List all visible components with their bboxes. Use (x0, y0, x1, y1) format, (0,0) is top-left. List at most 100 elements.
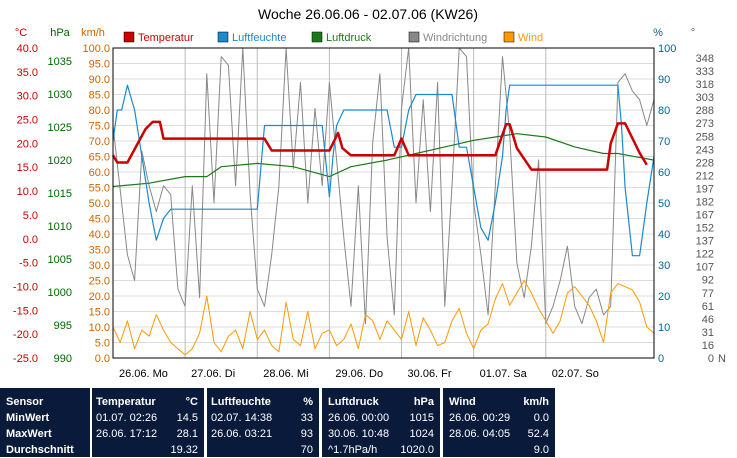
stats-hum-header: Luftfeuchte (211, 396, 271, 408)
legend-label: Windrichtung (423, 32, 487, 44)
pressure-tick-label: 1015 (48, 188, 72, 200)
direction-tick-label: 228 (696, 157, 714, 169)
humidity-tick-label: 0 (658, 353, 664, 365)
pressure-tick-label: 990 (54, 353, 72, 365)
temp-tick-label: 0.0 (23, 234, 38, 246)
direction-tick-label: 31 (702, 327, 714, 339)
stats-wind-min-value: 0.0 (533, 412, 549, 424)
stats-row-label-avg: Durchschnitt (6, 444, 74, 456)
humidity-tick-label: 70 (658, 136, 670, 148)
temp-tick-label: 10.0 (17, 186, 38, 198)
direction-tick-label: 288 (696, 105, 714, 117)
legend-label: Luftdruck (326, 32, 372, 44)
stats-temp-avg-value: 19.32 (170, 444, 198, 456)
direction-tick-label: 182 (696, 196, 714, 208)
stats-wind-max-value: 52.4 (527, 428, 549, 440)
wind-tick-label: 5.0 (95, 338, 110, 350)
temp-tick-label: 35.0 (17, 67, 38, 79)
stats-wind-panel: Wind km/h 26.06. 00:29 0.0 28.06. 04:05 52.… (443, 388, 555, 457)
stats-press-trend: ^1.7hPa/h (328, 444, 378, 456)
temp-tick-label: 5.0 (23, 210, 38, 222)
pressure-axis-unit: hPa (50, 27, 70, 39)
pressure-tick-label: 1020 (48, 155, 72, 167)
temp-tick-label: -25.0 (13, 353, 38, 365)
stats-press-min-time: 26.06. 00:00 (328, 412, 390, 424)
direction-tick-label: 348 (696, 53, 714, 65)
temp-axis-unit: °C (15, 27, 27, 39)
plot-frame (112, 47, 655, 359)
direction-tick-label: 197 (696, 183, 714, 195)
humidity-tick-label: 50 (658, 198, 670, 210)
series-line-wind (112, 280, 655, 356)
humidity-tick-label: 80 (658, 105, 670, 117)
pressure-tick-label: 1030 (48, 89, 72, 101)
series-layer (111, 47, 655, 356)
direction-tick-label: 122 (696, 249, 714, 261)
pressure-tick-label: 1005 (48, 254, 72, 266)
x-tick-label: 28.06. Mi (263, 368, 308, 380)
humidity-tick-label: 10 (658, 322, 670, 334)
pressure-tick-label: 1025 (48, 122, 72, 134)
direction-tick-label: 107 (696, 262, 714, 274)
temp-tick-label: 20.0 (17, 138, 38, 150)
direction-axis-unit: ° (691, 27, 695, 39)
stats-press-avg-value: 1020.0 (400, 444, 434, 456)
direction-tick-label: 152 (696, 223, 714, 235)
stats-wind-unit: km/h (523, 396, 549, 408)
wind-tick-label: 100.0 (82, 43, 110, 55)
direction-tick-label: 333 (696, 66, 714, 78)
direction-tick-label: 0 (708, 353, 714, 365)
stats-temp-unit: °C (185, 396, 198, 408)
humidity-tick-label: 60 (658, 167, 670, 179)
stats-hum-unit: % (303, 396, 313, 408)
humidity-tick-label: 100 (658, 43, 676, 55)
x-tick-label: 02.07. So (552, 368, 599, 380)
temp-tick-label: -5.0 (19, 258, 38, 270)
wind-axis-unit: km/h (81, 27, 105, 39)
legend-swatch (503, 31, 515, 43)
stats-sensor-header: Sensor (6, 396, 44, 408)
left-axes: 40.0 35.0 30.0 25.0 20.0 15.0 10.0 5.0 0.0 -5.0 -1… (13, 43, 110, 365)
stats-temp-max-time: 26.06. 17:12 (96, 428, 158, 440)
wind-tick-label: 15.0 (89, 307, 110, 319)
stats-row-label-min: MinWert (6, 412, 50, 424)
pressure-tick-label: 1035 (48, 56, 72, 68)
statistics-table: Sensor MinWert MaxWert Durchschnitt Temp… (0, 388, 737, 457)
direction-tick-label: 303 (696, 92, 714, 104)
x-axis: 26.06. Mo 27.06. Di 28.06. Mi 29.06. Do 30.0… (119, 368, 599, 380)
stats-temp-header: Temperatur (96, 396, 156, 408)
pressure-tick-label: 1010 (48, 221, 72, 233)
stats-wind-min-time: 26.06. 00:29 (449, 412, 511, 424)
stats-hum-avg-value: 70 (300, 444, 313, 456)
temp-tick-label: -10.0 (13, 281, 38, 293)
legend-label: Temperatur (138, 32, 194, 44)
pressure-tick-label: 995 (54, 320, 72, 332)
legend-swatch (123, 31, 135, 43)
stats-temp-min-time: 01.07. 02:26 (96, 412, 158, 424)
temp-tick-label: -15.0 (13, 305, 38, 317)
temp-tick-label: 25.0 (17, 115, 38, 127)
stats-temperature-panel: Temperatur °C 01.07. 02:26 14.5 26.06. 17:… (92, 388, 204, 457)
chart-title: Woche 26.06.06 - 02.07.06 (KW26) (258, 6, 478, 22)
stats-hum-max-time: 26.06. 03:21 (211, 428, 273, 440)
wind-tick-label: 25.0 (89, 276, 110, 288)
direction-tick-label: 92 (702, 275, 714, 287)
series-line-luftdruck (112, 133, 655, 188)
wind-tick-label: 55.0 (89, 183, 110, 195)
temp-tick-label: 40.0 (17, 43, 38, 55)
temp-tick-label: 30.0 (17, 91, 38, 103)
wind-tick-label: 10.0 (89, 322, 110, 334)
humidity-tick-label: 90 (658, 74, 670, 86)
x-tick-label: 30.06. Fr (408, 368, 452, 380)
legend-swatch (217, 31, 229, 43)
wind-tick-label: 65.0 (89, 152, 110, 164)
stats-press-unit: hPa (413, 396, 434, 408)
stats-row-label-max: MaxWert (6, 428, 52, 440)
stats-press-header: Luftdruck (328, 396, 379, 408)
x-tick-label: 27.06. Di (191, 368, 235, 380)
direction-tick-label: 61 (702, 301, 714, 313)
wind-tick-label: 30.0 (89, 260, 110, 272)
wind-tick-label: 20.0 (89, 291, 110, 303)
humidity-axis-unit: % (653, 27, 663, 39)
series-line-luftfeuchte (112, 84, 655, 257)
